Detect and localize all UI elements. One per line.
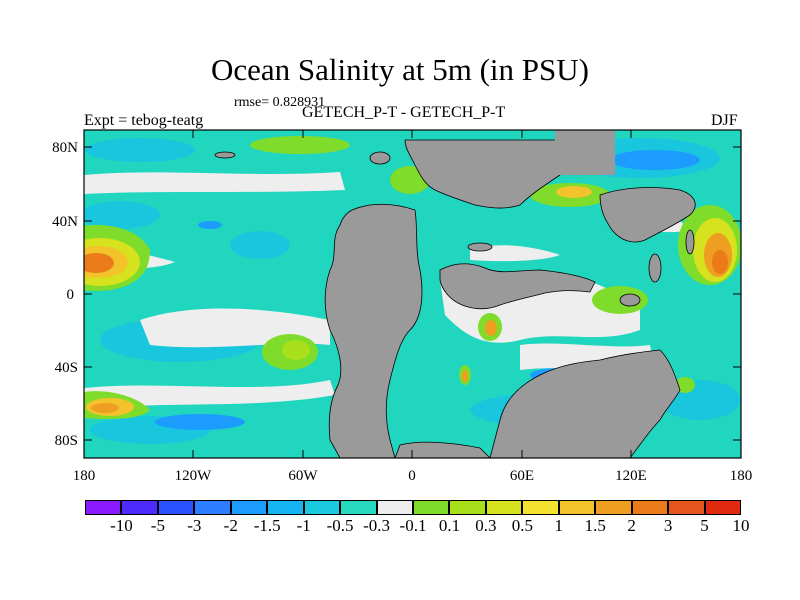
colorbar-label: 3 (663, 516, 673, 535)
colorbar-label: -0.5 (326, 516, 354, 535)
lon-axis (192, 130, 632, 458)
colorbar-label: -5 (150, 516, 165, 535)
lon-tick-label: 60E (510, 468, 534, 484)
colorbar-swatch (194, 500, 231, 515)
colorbar-label: 5 (700, 516, 709, 535)
lon-tick-label: 60W (288, 468, 318, 484)
island (467, 242, 493, 252)
island (648, 253, 662, 283)
americas-landmass (324, 203, 423, 458)
colorbar-swatch (522, 500, 559, 515)
antarctic-landmass (394, 441, 491, 458)
lon-tick-label: 180 (730, 468, 753, 484)
colorbar-swatch (558, 500, 596, 515)
lat-tick-label: 0 (67, 287, 75, 303)
lon-tick-label: 120W (175, 468, 213, 484)
map-title: Ocean Salinity at 5m (in PSU) (211, 52, 589, 87)
eurasia-landmass (404, 139, 561, 209)
colorbar-swatch (303, 500, 341, 515)
lon-tick-label: 0 (408, 468, 416, 484)
colorbar-swatch (668, 500, 705, 515)
colorbar-label: -1 (296, 516, 311, 535)
subtitle-label: GETECH_P-T - GETECH_P-T (302, 104, 506, 121)
colorbar-label: -2 (223, 516, 238, 535)
colorbar-label: 1 (554, 516, 564, 535)
colorbar-label: 10 (732, 516, 750, 535)
colorbar-label: 0.5 (511, 516, 533, 535)
colorbar-swatch (340, 500, 377, 515)
colorbar-label: 0.3 (475, 516, 497, 535)
colorbar-label: -0.1 (399, 516, 427, 535)
lat-tick-label: 40N (52, 214, 78, 230)
arctic-landmass (555, 130, 615, 175)
experiment-label: Expt = tebog-teatg (84, 112, 204, 129)
colorbar-swatch (121, 500, 158, 515)
lat-tick-label: 80N (52, 140, 78, 156)
rmse-label: rmse= 0.828931 (234, 95, 326, 110)
colorbar-label: -0.3 (363, 516, 391, 535)
map-field (84, 130, 741, 458)
colorbar-swatch (485, 500, 523, 515)
colorbar-swatch (230, 500, 268, 515)
colorbar-swatch (449, 500, 486, 515)
colorbar-swatch (267, 500, 304, 515)
island (214, 151, 236, 159)
africa-landmass (439, 263, 596, 310)
colorbar-swatch (376, 500, 413, 515)
lat-tick-label: 80S (55, 433, 78, 449)
island (369, 151, 391, 165)
colorbar-swatch (413, 500, 450, 515)
colorbar-swatch (157, 500, 195, 515)
colorbar-label: -1.5 (253, 516, 281, 535)
colorbar-swatch (85, 500, 122, 515)
season-label: DJF (711, 112, 738, 129)
colorbar-swatch (631, 500, 669, 515)
colorbar-label: 1.5 (584, 516, 606, 535)
island (685, 229, 695, 255)
colorbar-swatch (595, 500, 632, 515)
colorbar-swatch (704, 500, 741, 515)
colorbar (85, 500, 741, 515)
colorbar-label: -10 (110, 516, 133, 535)
lat-tick-label: 40S (55, 360, 78, 376)
lat-axis (84, 146, 741, 441)
colorbar-label: 2 (627, 516, 636, 535)
lon-tick-label: 120E (615, 468, 647, 484)
colorbar-label: -3 (187, 516, 202, 535)
lon-tick-label: 180 (73, 468, 96, 484)
land-masses (214, 139, 696, 458)
east-landmass (599, 187, 696, 243)
southern-landmass (489, 349, 681, 458)
island (619, 293, 641, 307)
strong-positive-patches (84, 186, 737, 448)
colorbar-label: 0.1 (438, 516, 461, 535)
